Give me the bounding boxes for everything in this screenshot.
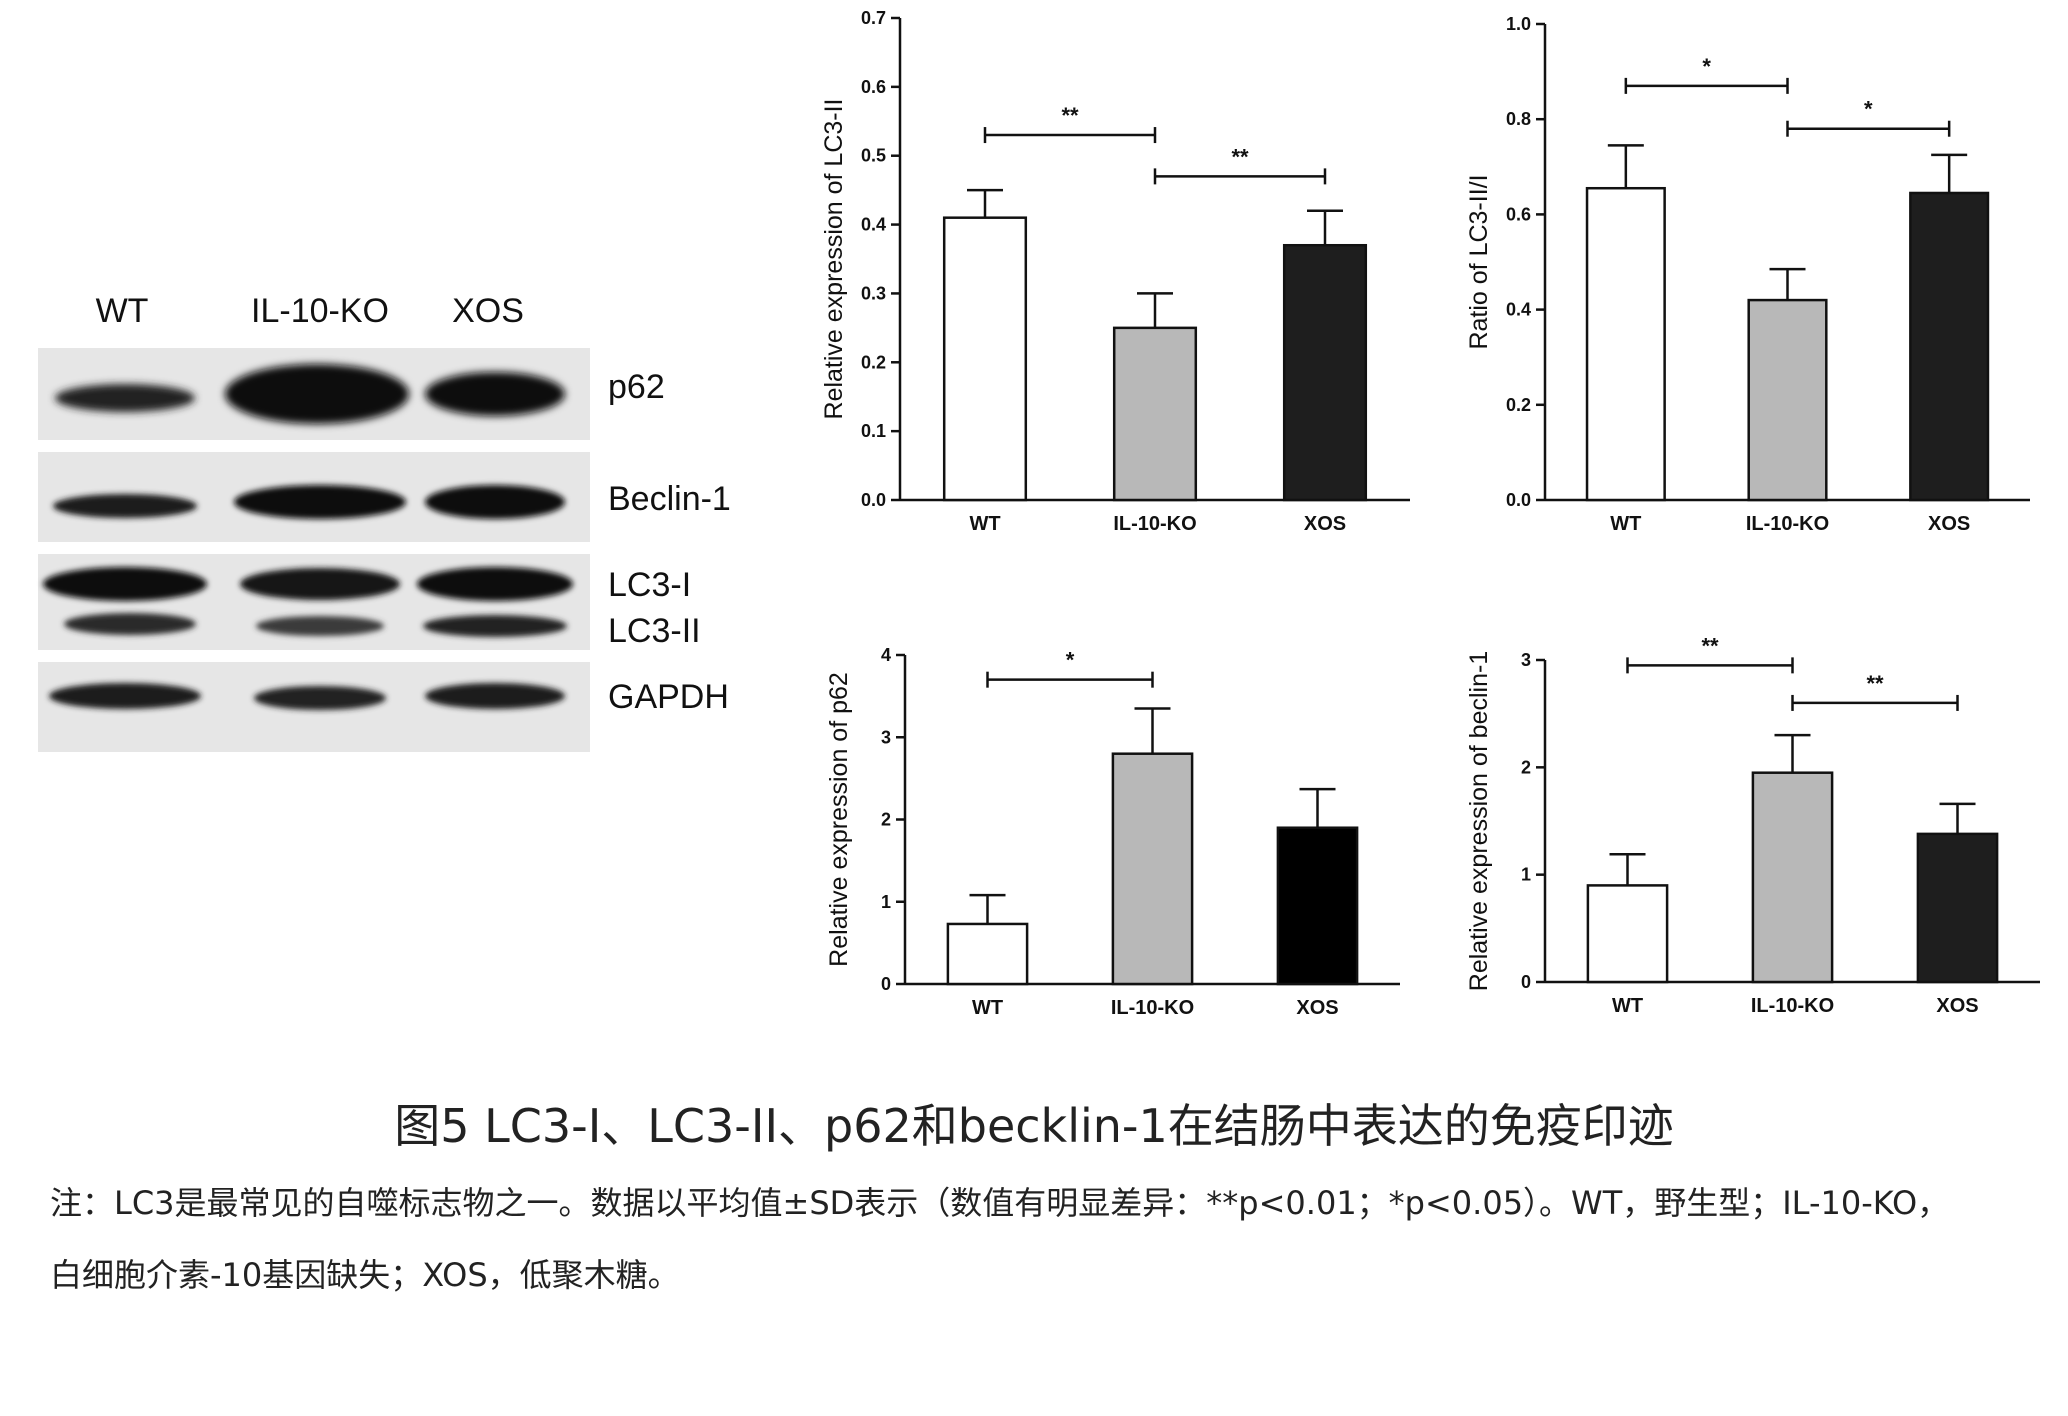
y-axis-label: Relative expression of p62 [825,672,853,967]
bar-wt [1586,884,1669,984]
y-tick-label: 0.3 [861,283,886,303]
band-lc3ii-xos [423,615,567,637]
band-lc3ii-wt [64,613,196,635]
bar-wt [946,922,1029,986]
y-tick-label: 0.7 [861,8,886,28]
figure-caption-title: 图5 LC3-I、LC3-II、p62和becklin-1在结肠中表达的免疫印迹 [394,1099,1674,1153]
y-axis-label: Relative expression of LC3-II [820,99,848,420]
band-label-gapdh: GAPDH [608,678,729,716]
band-beclin1-xos [425,485,565,519]
band-label-p62: p62 [608,368,665,406]
y-tick-label: 2 [881,810,891,830]
figure-note-line-1: 注：LC3是最常见的自噬标志物之一。数据以平均值±SD表示（数值有明显差异：**… [50,1184,1950,1222]
significance-label: * [1864,97,1873,122]
bar-il-10-ko [1751,771,1834,984]
x-tick-label: WT [972,997,1003,1019]
band-gapdh-xos [425,683,565,709]
band-label-lc3ii: LC3-II [608,612,701,650]
bar-il-10-ko [1747,298,1828,502]
x-tick-label: IL-10-KO [1113,513,1196,535]
y-tick-label: 0.0 [861,490,886,510]
y-tick-label: 0.2 [861,352,886,372]
band-label-lc3i: LC3-I [608,566,691,604]
significance-label: ** [1701,633,1719,658]
band-gapdh-wt [49,683,201,709]
x-tick-label: WT [969,513,1000,535]
x-tick-label: XOS [1936,995,1978,1017]
x-tick-label: XOS [1304,513,1346,535]
lane-label-xos: XOS [452,292,524,330]
x-tick-label: XOS [1296,997,1338,1019]
chart-lc3ii-expression: 0.0 0.1 0.2 0.3 0.4 0.5 0.6 0.7 Relative express… [820,8,1410,535]
x-tick-label: IL-10-KO [1746,513,1829,535]
x-tick-label: XOS [1928,513,1970,535]
band-p62-il10ko [225,364,409,424]
bar-xos [1909,191,1990,502]
significance-label: * [1702,54,1711,79]
chart-beclin1-expression: 0 1 2 3 Relative expression of beclin-1 WT IL-… [1465,633,2040,1017]
bar-xos [1276,826,1359,986]
y-tick-label: 0.8 [1506,109,1531,129]
band-lc3i-xos [417,567,573,601]
x-tick-label: IL-10-KO [1111,997,1194,1019]
y-tick-label: 0.4 [861,215,886,235]
y-tick-label: 0 [1521,972,1531,992]
y-tick-label: 0.6 [861,77,886,97]
band-lc3ii-il10ko [256,616,384,636]
band-p62-wt [55,384,195,412]
y-tick-label: 1.0 [1506,14,1531,34]
bar-wt [942,216,1028,502]
band-beclin1-il10ko [234,485,406,519]
y-tick-label: 3 [1521,650,1531,670]
y-tick-label: 0.0 [1506,490,1531,510]
y-tick-label: 0.5 [861,146,886,166]
y-tick-label: 0.6 [1506,204,1531,224]
chart-p62-expression: 0 1 2 3 4 Relative expression of p62 WT IL-10-K… [825,645,1400,1019]
band-label-beclin1: Beclin-1 [608,480,731,518]
figure-note-line-2: 白细胞介素-10基因缺失；XOS，低聚木糖。 [50,1256,680,1294]
y-tick-label: 4 [881,645,891,665]
band-gapdh-il10ko [254,686,386,710]
bar-il-10-ko [1112,326,1198,502]
x-tick-label: WT [1610,513,1641,535]
y-tick-label: 1 [881,892,891,912]
western-blot-panel: WT IL-10-KO XOS p62 Beclin-1 LC3-I LC3-I… [38,292,731,752]
significance-label: ** [1866,671,1884,696]
lane-label-il10ko: IL-10-KO [251,292,389,330]
y-axis-label: Ratio of LC3-II/I [1465,174,1493,349]
y-tick-label: 1 [1521,865,1531,885]
bar-xos [1916,832,1999,984]
significance-label: * [1066,648,1075,673]
chart-lc3-ratio: 0.0 0.2 0.4 0.6 0.8 1.0 Ratio of LC3-II/I WT IL-… [1465,14,2030,535]
significance-label: ** [1061,103,1079,128]
bar-xos [1282,243,1368,502]
y-tick-label: 0.4 [1506,300,1531,320]
band-beclin1-wt [53,494,197,518]
y-tick-label: 0 [881,974,891,994]
band-lc3i-il10ko [240,568,400,600]
significance-label: ** [1231,144,1249,169]
band-p62-xos [425,372,565,416]
bar-il-10-ko [1111,752,1194,986]
y-tick-label: 2 [1521,757,1531,777]
lane-label-wt: WT [96,292,149,330]
bar-wt [1585,186,1666,502]
x-tick-label: IL-10-KO [1751,995,1834,1017]
x-tick-label: WT [1612,995,1643,1017]
y-tick-label: 0.2 [1506,395,1531,415]
y-tick-label: 3 [881,727,891,747]
y-tick-label: 0.1 [861,421,886,441]
y-axis-label: Relative expression of beclin-1 [1465,651,1493,991]
band-lc3i-wt [43,567,207,601]
